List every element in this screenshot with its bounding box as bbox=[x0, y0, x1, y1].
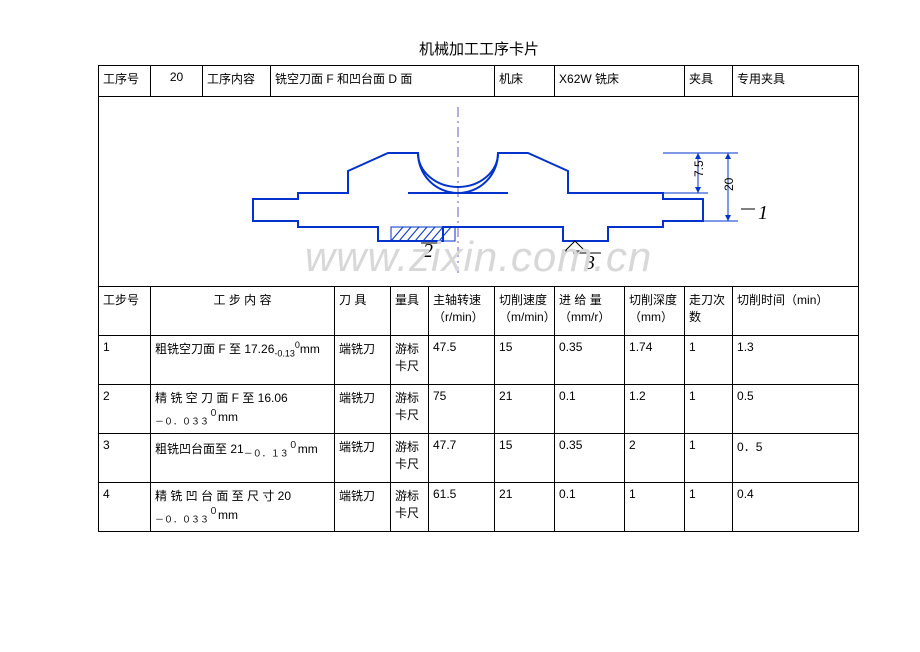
step-cell: 4 bbox=[99, 483, 151, 532]
step-header-row: 工步号 工 步 内 容 刀 具 量具 主轴转速（r/min） 切削速度（m/mi… bbox=[99, 287, 859, 336]
process-card-table: 工序号 20 工序内容 铣空刀面 F 和凹台面 D 面 机床 X62W 铣床 夹… bbox=[98, 65, 859, 532]
step-cell: 3 bbox=[99, 434, 151, 483]
step-cell: 0.35 bbox=[555, 336, 625, 385]
process-card-page: 机械加工工序卡片 工序号 20 工序内容 铣空刀面 F 和凹台面 D 面 机床 … bbox=[0, 0, 920, 652]
value-proc-content: 铣空刀面 F 和凹台面 D 面 bbox=[271, 66, 495, 97]
step-cell: 1.74 bbox=[625, 336, 685, 385]
svg-text:7.5: 7.5 bbox=[692, 160, 706, 177]
step-cell: 游标卡尺 bbox=[391, 336, 429, 385]
value-machine: X62W 铣床 bbox=[555, 66, 685, 97]
diagram-svg: 7.520123 bbox=[103, 101, 863, 279]
step-cell: 1.3 bbox=[733, 336, 859, 385]
label-machine: 机床 bbox=[495, 66, 555, 97]
step-cell: 1 bbox=[685, 434, 733, 483]
svg-text:1: 1 bbox=[758, 202, 768, 224]
step-cell: 端铣刀 bbox=[335, 483, 391, 532]
step-cell: 精 铣 空 刀 面 F 至 16.06－０．０３３０mm bbox=[151, 385, 335, 434]
col-tool: 刀 具 bbox=[335, 287, 391, 336]
step-cell: 0.1 bbox=[555, 385, 625, 434]
step-cell: 1 bbox=[685, 336, 733, 385]
step-cell: 粗铣凹台面至 21－０．１３０mm bbox=[151, 434, 335, 483]
step-cell: 游标卡尺 bbox=[391, 483, 429, 532]
step-cell: 15 bbox=[495, 336, 555, 385]
step-cell: 61.5 bbox=[429, 483, 495, 532]
step-cell: 游标卡尺 bbox=[391, 385, 429, 434]
col-cutspeed: 切削速度（m/min） bbox=[495, 287, 555, 336]
step-cell: 47.5 bbox=[429, 336, 495, 385]
step-cell: 1 bbox=[685, 483, 733, 532]
step-cell: 端铣刀 bbox=[335, 336, 391, 385]
step-cell: 0.5 bbox=[733, 385, 859, 434]
header-row: 工序号 20 工序内容 铣空刀面 F 和凹台面 D 面 机床 X62W 铣床 夹… bbox=[99, 66, 859, 97]
step-cell: 游标卡尺 bbox=[391, 434, 429, 483]
step-cell: 粗铣空刀面 F 至 17.26-0.130mm bbox=[151, 336, 335, 385]
step-cell: 2 bbox=[99, 385, 151, 434]
col-depth: 切削深度（mm） bbox=[625, 287, 685, 336]
step-cell: 15 bbox=[495, 434, 555, 483]
step-cell: 0．5 bbox=[733, 434, 859, 483]
step-cell: 1 bbox=[685, 385, 733, 434]
step-cell: 端铣刀 bbox=[335, 434, 391, 483]
col-spindle: 主轴转速（r/min） bbox=[429, 287, 495, 336]
process-diagram: 7.520123 www.zixin.com.cn bbox=[99, 97, 859, 287]
diagram-row: 7.520123 www.zixin.com.cn bbox=[99, 97, 859, 287]
col-time: 切削时间（min） bbox=[733, 287, 859, 336]
step-row: 1粗铣空刀面 F 至 17.26-0.130mm端铣刀游标卡尺47.5150.3… bbox=[99, 336, 859, 385]
col-step-no: 工步号 bbox=[99, 287, 151, 336]
step-cell: 2 bbox=[625, 434, 685, 483]
value-fixture: 专用夹具 bbox=[733, 66, 859, 97]
steps-body: 1粗铣空刀面 F 至 17.26-0.130mm端铣刀游标卡尺47.5150.3… bbox=[99, 336, 859, 532]
step-row: 3粗铣凹台面至 21－０．１３０mm端铣刀游标卡尺47.7150.35210．5 bbox=[99, 434, 859, 483]
step-cell: 1 bbox=[99, 336, 151, 385]
step-cell: 21 bbox=[495, 385, 555, 434]
step-row: 2精 铣 空 刀 面 F 至 16.06－０．０３３０mm端铣刀游标卡尺7521… bbox=[99, 385, 859, 434]
svg-text:20: 20 bbox=[722, 177, 736, 191]
svg-text:3: 3 bbox=[584, 252, 595, 274]
label-fixture: 夹具 bbox=[685, 66, 733, 97]
value-proc-no: 20 bbox=[151, 66, 203, 97]
label-proc-content: 工序内容 bbox=[203, 66, 271, 97]
step-cell: 0.4 bbox=[733, 483, 859, 532]
step-cell: 1 bbox=[625, 483, 685, 532]
step-cell: 47.7 bbox=[429, 434, 495, 483]
card-title: 机械加工工序卡片 bbox=[98, 38, 860, 59]
step-cell: 端铣刀 bbox=[335, 385, 391, 434]
col-step-content: 工 步 内 容 bbox=[151, 287, 335, 336]
label-proc-no: 工序号 bbox=[99, 66, 151, 97]
step-cell: 1.2 bbox=[625, 385, 685, 434]
step-row: 4精 铣 凹 台 面 至 尺 寸 20－０．０３３０mm端铣刀游标卡尺61.52… bbox=[99, 483, 859, 532]
col-gauge: 量具 bbox=[391, 287, 429, 336]
step-cell: 0.1 bbox=[555, 483, 625, 532]
step-cell: 21 bbox=[495, 483, 555, 532]
step-cell: 75 bbox=[429, 385, 495, 434]
col-passes: 走刀次数 bbox=[685, 287, 733, 336]
step-cell: 精 铣 凹 台 面 至 尺 寸 20－０．０３３０mm bbox=[151, 483, 335, 532]
step-cell: 0.35 bbox=[555, 434, 625, 483]
col-feed: 进 给 量（mm/r） bbox=[555, 287, 625, 336]
